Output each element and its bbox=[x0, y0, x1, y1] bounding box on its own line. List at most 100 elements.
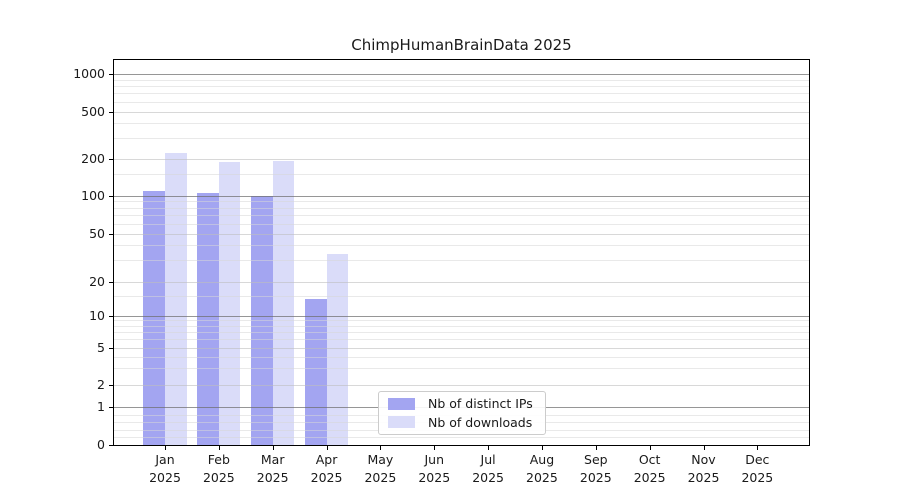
y-tick-mark-2 bbox=[109, 384, 113, 386]
x-tick-month: Jan bbox=[155, 452, 175, 467]
y-tick-label-2: 2 bbox=[97, 376, 105, 392]
gridline-minor bbox=[114, 339, 809, 341]
x-tick-label-sep: Sep 2025 bbox=[568, 451, 624, 486]
x-tick-label-jun: Jun 2025 bbox=[406, 451, 462, 486]
x-tick-label-mar: Mar 2025 bbox=[245, 451, 301, 486]
y-tick-label-100: 100 bbox=[81, 187, 105, 203]
gridline-minor bbox=[114, 201, 809, 203]
x-tick-year: 2025 bbox=[526, 469, 558, 485]
y-tick-mark-1000 bbox=[109, 74, 113, 75]
x-tick-year: 2025 bbox=[256, 469, 289, 485]
gridline-minor bbox=[114, 331, 809, 333]
x-tick-mark-feb bbox=[218, 446, 220, 450]
gridline-minor bbox=[114, 93, 809, 95]
y-tick-label-0: 0 bbox=[97, 437, 105, 452]
bar-distinct-ips-feb bbox=[197, 193, 219, 445]
y-tick-label-1: 1 bbox=[97, 399, 105, 414]
gridline-minor bbox=[114, 437, 809, 439]
x-tick-label-may: May 2025 bbox=[352, 451, 408, 486]
y-tick-mark-10 bbox=[109, 315, 113, 317]
x-tick-year: 2025 bbox=[310, 469, 343, 485]
y-tick-mark-1 bbox=[109, 407, 113, 408]
x-tick-month: Mar bbox=[260, 452, 285, 467]
x-tick-year: 2025 bbox=[418, 469, 451, 485]
gridline-200 bbox=[114, 159, 809, 160]
x-tick-month: Nov bbox=[691, 452, 716, 467]
gridline-minor bbox=[114, 86, 809, 88]
gridline-2 bbox=[114, 384, 809, 386]
x-tick-label-apr: Apr 2025 bbox=[299, 451, 355, 486]
y-tick-mark-20 bbox=[109, 281, 113, 283]
x-tick-month: Oct bbox=[638, 452, 661, 467]
x-tick-month: Sep bbox=[584, 452, 608, 467]
x-tick-label-dec: Dec 2025 bbox=[729, 451, 785, 486]
x-tick-label-jan: Jan 2025 bbox=[137, 451, 193, 486]
gridline-minor bbox=[114, 138, 809, 140]
gridline-minor bbox=[114, 356, 809, 358]
legend-item-downloads: Nb of downloads bbox=[388, 415, 536, 431]
y-tick-label-200: 200 bbox=[81, 151, 105, 166]
y-tick-mark-50 bbox=[109, 233, 113, 235]
x-tick-label-aug: Aug 2025 bbox=[514, 451, 570, 486]
y-tick-mark-5 bbox=[109, 347, 113, 349]
x-tick-year: 2025 bbox=[687, 469, 720, 485]
x-tick-mark-aug bbox=[541, 446, 543, 450]
gridline-1000 bbox=[114, 74, 809, 75]
legend-label-distinct-ips: Nb of distinct IPs bbox=[428, 396, 533, 412]
gridline-minor bbox=[114, 320, 809, 322]
x-tick-mark-jun bbox=[434, 446, 436, 450]
x-tick-label-jul: Jul 2025 bbox=[460, 451, 516, 486]
x-tick-mark-jan bbox=[165, 446, 166, 450]
gridline-500 bbox=[114, 111, 809, 113]
legend-label-downloads: Nb of downloads bbox=[428, 414, 533, 430]
y-tick-mark-500 bbox=[109, 111, 113, 113]
legend: Nb of distinct IPs Nb of downloads bbox=[378, 391, 546, 435]
legend-swatch-downloads bbox=[388, 416, 415, 429]
x-tick-month: Feb bbox=[207, 452, 230, 467]
y-tick-mark-0 bbox=[109, 445, 113, 446]
y-tick-mark-100 bbox=[109, 195, 113, 197]
gridline-minor bbox=[114, 215, 809, 217]
bar-downloads-jan bbox=[165, 153, 187, 445]
gridline-minor bbox=[114, 79, 809, 81]
x-tick-month: Apr bbox=[315, 452, 338, 467]
x-tick-year: 2025 bbox=[633, 469, 666, 485]
x-tick-mark-mar bbox=[272, 446, 274, 450]
x-tick-year: 2025 bbox=[202, 469, 235, 485]
x-tick-mark-dec bbox=[757, 446, 759, 450]
y-tick-label-500: 500 bbox=[81, 103, 105, 119]
gridline-50 bbox=[114, 233, 809, 235]
y-tick-label-10: 10 bbox=[89, 307, 105, 323]
x-tick-month: May bbox=[367, 452, 394, 467]
chart-title: ChimpHumanBrainData 2025 bbox=[351, 36, 572, 54]
gridline-minor bbox=[114, 325, 809, 327]
gridline-minor bbox=[114, 368, 809, 370]
bar-distinct-ips-apr bbox=[304, 298, 327, 445]
bar-downloads-feb bbox=[218, 161, 241, 445]
gridline-minor bbox=[114, 223, 809, 225]
bar-downloads-mar bbox=[272, 161, 295, 445]
x-tick-mark-jul bbox=[488, 446, 490, 450]
y-tick-label-20: 20 bbox=[89, 273, 105, 289]
gridline-minor bbox=[114, 101, 809, 103]
gridline-10 bbox=[114, 315, 809, 317]
gridline-minor bbox=[114, 260, 809, 262]
gridline-minor bbox=[114, 174, 809, 176]
x-tick-year: 2025 bbox=[741, 469, 774, 485]
legend-swatch-distinct-ips bbox=[388, 397, 415, 410]
x-tick-year: 2025 bbox=[149, 469, 181, 485]
x-tick-month: Dec bbox=[745, 452, 770, 467]
x-tick-label-nov: Nov 2025 bbox=[676, 451, 732, 486]
legend-item-distinct-ips: Nb of distinct IPs bbox=[388, 396, 536, 412]
gridline-minor bbox=[114, 123, 809, 125]
y-tick-mark-200 bbox=[109, 159, 113, 160]
x-tick-month: Jul bbox=[480, 452, 496, 467]
x-tick-year: 2025 bbox=[364, 469, 397, 485]
y-tick-label-5: 5 bbox=[97, 339, 105, 355]
gridline-minor bbox=[114, 295, 809, 297]
bar-downloads-apr bbox=[326, 253, 349, 445]
gridline-20 bbox=[114, 281, 809, 283]
x-tick-mark-apr bbox=[326, 446, 328, 450]
x-tick-mark-oct bbox=[649, 446, 651, 450]
